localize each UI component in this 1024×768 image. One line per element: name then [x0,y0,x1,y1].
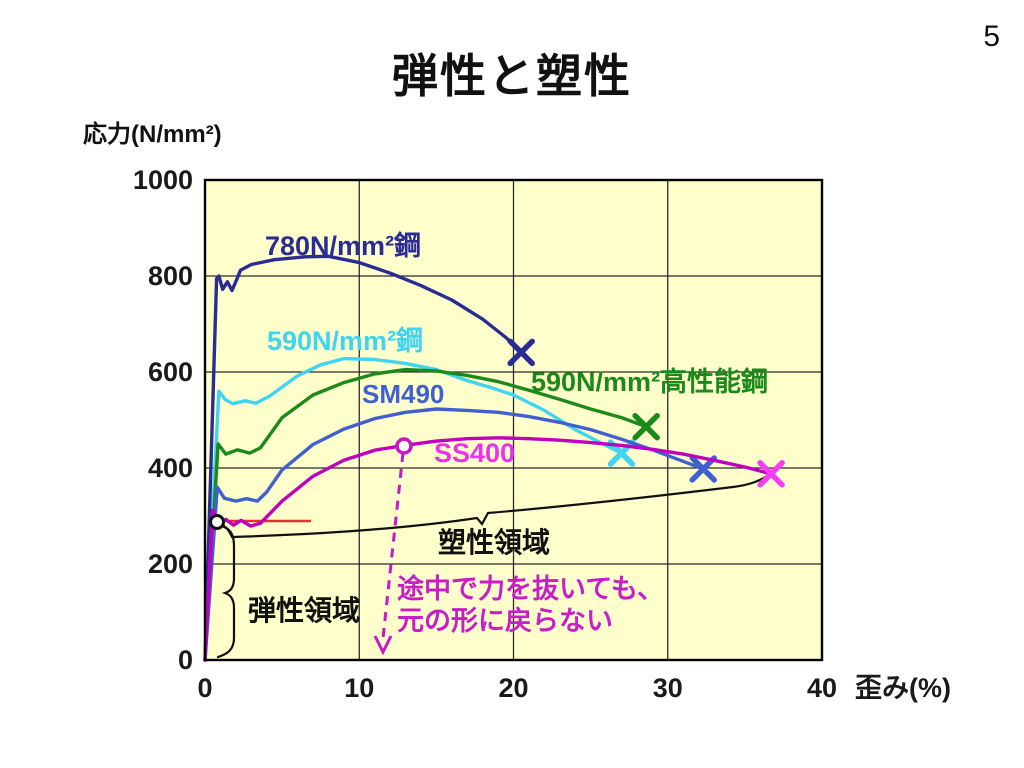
curve-1 [203,356,624,662]
fracture-x-marker [757,460,785,488]
annotation-text-2: 途中で力を抜いても、 [397,573,664,604]
x-tick-label: 0 [197,673,212,703]
curve-label-4: SS400 [434,438,515,468]
y-tick-label: 200 [148,549,193,579]
plot-border [203,178,824,662]
fracture-x-marker [632,412,660,441]
fracture-x-marker [507,338,535,367]
x-tick-label: 20 [498,673,528,703]
y-tick-label: 600 [148,357,193,387]
annotation-text-3: 元の形に戻らない [397,606,613,636]
x-tick-label: 40 [807,673,837,703]
curve-label-2: 590N/mm²高性能鋼 [531,366,768,397]
x-stroke [757,460,785,488]
curve-3 [203,407,705,662]
curve-0 [203,254,523,662]
curve-2 [203,367,648,662]
yield-point-marker [209,514,225,530]
x-axis-title: 歪み(%) [855,673,951,703]
unload-arrow-head [373,635,393,656]
curve-label-0: 780N/mm²鋼 [265,231,421,261]
x-tick-label: 30 [653,673,683,703]
x-tick-label: 10 [344,673,374,703]
annotation-text-1: 弾性領域 [248,594,360,626]
x-stroke [689,455,717,483]
y-tick-label: 0 [178,645,193,675]
fracture-x-marker [689,455,717,483]
y-tick-label: 1000 [133,165,193,195]
elastic-region-brace [216,525,236,659]
x-stroke [507,338,535,367]
annotation-text-0: 塑性領域 [438,526,550,558]
slide-title: 弾性と塑性 [392,50,632,102]
y-tick-label: 800 [148,261,193,291]
curve-label-1: 590N/mm²鋼 [267,326,423,356]
y-tick-label: 400 [148,453,193,483]
y-axis-title: 応力(N/mm²) [83,121,222,148]
x-stroke [632,412,660,441]
curve-label-3: SM490 [362,379,444,409]
unload-point-marker [395,437,413,455]
page-number: 5 [983,20,1000,53]
